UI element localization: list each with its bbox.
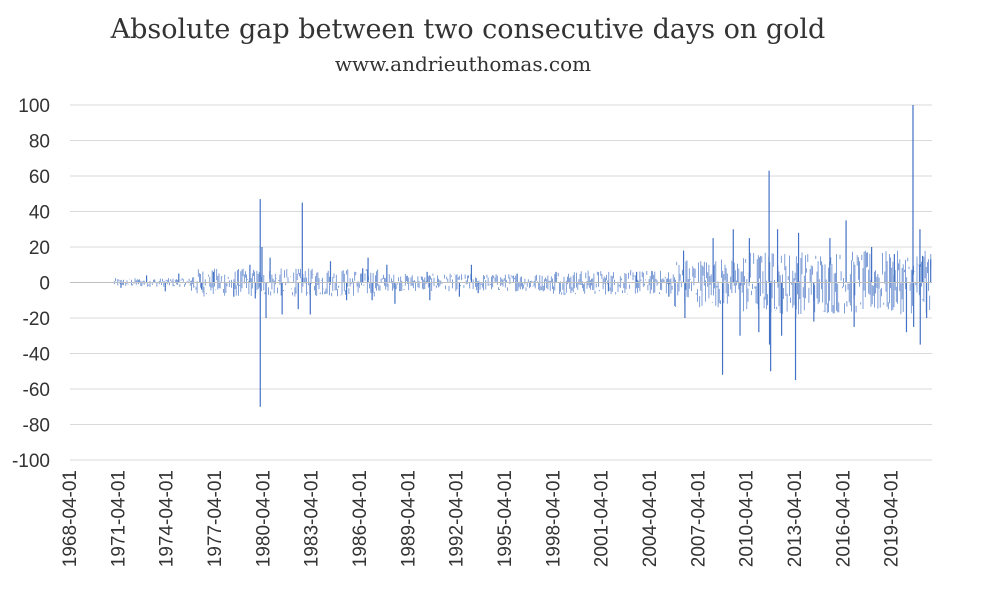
x-tick-label: 1989-04-01 bbox=[398, 470, 419, 567]
series-gold-gap bbox=[113, 105, 932, 407]
x-tick-label: 1995-04-01 bbox=[495, 470, 516, 567]
chart-title: Absolute gap between two consecutive day… bbox=[110, 14, 826, 45]
x-tick-label: 1980-04-01 bbox=[253, 470, 274, 567]
x-tick-label: 2007-04-01 bbox=[688, 470, 709, 567]
y-tick-label: 100 bbox=[18, 96, 50, 117]
y-tick-label: -100 bbox=[12, 451, 50, 472]
chart-subtitle: www.andrieuthomas.com bbox=[335, 52, 591, 76]
x-tick-label: 2019-04-01 bbox=[882, 470, 903, 567]
x-tick-label: 1986-04-01 bbox=[350, 470, 371, 567]
x-tick-label: 2013-04-01 bbox=[785, 470, 806, 567]
y-tick-label: 80 bbox=[29, 132, 50, 153]
x-tick-label: 1992-04-01 bbox=[447, 470, 468, 567]
x-tick-label: 1968-04-01 bbox=[60, 470, 81, 567]
y-axis-tick-labels: 100 80 60 40 20 0 -20 -40 -60 -80 -100 bbox=[12, 96, 50, 472]
x-tick-label: 1977-04-01 bbox=[205, 470, 226, 567]
y-tick-label: -60 bbox=[23, 380, 50, 401]
x-tick-label: 2016-04-01 bbox=[833, 470, 854, 567]
x-tick-label: 1983-04-01 bbox=[302, 470, 323, 567]
y-tick-label: 20 bbox=[29, 238, 50, 259]
x-tick-label: 2001-04-01 bbox=[592, 470, 613, 567]
x-tick-label: 2004-04-01 bbox=[640, 470, 661, 567]
gridlines bbox=[70, 104, 932, 461]
y-tick-label: 0 bbox=[39, 274, 50, 295]
x-tick-label: 1998-04-01 bbox=[543, 470, 564, 567]
x-tick-label: 1971-04-01 bbox=[108, 470, 129, 567]
y-tick-label: -80 bbox=[23, 416, 50, 437]
y-tick-label: -20 bbox=[23, 309, 50, 330]
y-tick-label: -40 bbox=[23, 345, 50, 366]
x-axis-tick-labels: 1968-04-01 1971-04-01 1974-04-01 1977-04-01… bbox=[60, 470, 903, 567]
x-tick-label: 1974-04-01 bbox=[157, 470, 178, 567]
y-tick-label: 60 bbox=[29, 167, 50, 188]
y-tick-label: 40 bbox=[29, 203, 50, 224]
x-tick-label: 2010-04-01 bbox=[737, 470, 758, 567]
